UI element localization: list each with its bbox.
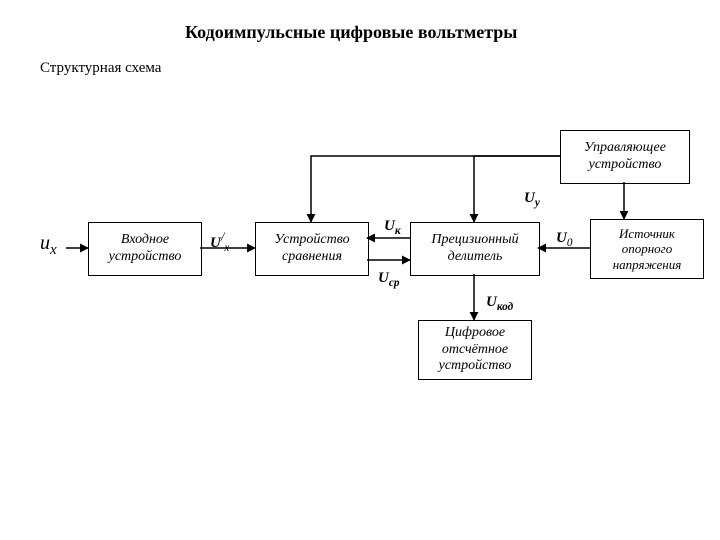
- label-ukod: Uкод: [486, 294, 513, 313]
- label-ucp: Uср: [378, 270, 399, 289]
- box-compare-device: Устройствосравнения: [255, 222, 369, 276]
- label-uk: Uк: [384, 218, 401, 237]
- page-title: Кодоимпульсные цифровые вольтметры: [185, 22, 517, 43]
- box-control: Управляющееустройство: [560, 130, 690, 184]
- subtitle: Структурная схема: [40, 60, 161, 77]
- label-ux-prime: U/x: [210, 230, 229, 254]
- box-readout: Цифровоеотсчётноеустройство: [418, 320, 532, 380]
- box-input-device: Входноеустройство: [88, 222, 202, 276]
- label-uy: Uy: [524, 190, 540, 209]
- input-symbol: ux: [40, 232, 57, 259]
- label-u0: U0: [556, 230, 572, 249]
- box-source: Источникопорногонапряжения: [590, 219, 704, 279]
- box-divider: Прецизионныйделитель: [410, 222, 540, 276]
